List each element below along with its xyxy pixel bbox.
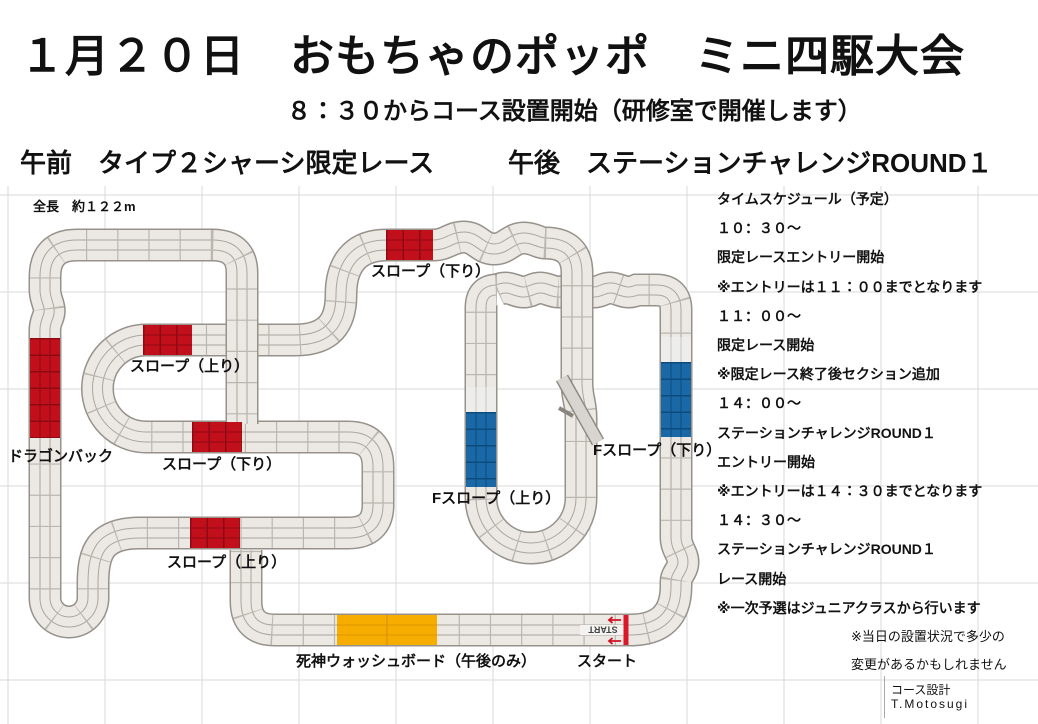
schedule-line: 限定レース開始 <box>717 337 815 353</box>
schedule-line: ステーションチャレンジROUND１ <box>717 541 936 558</box>
course-designer-box: コース設計 T.Motosugi <box>884 676 1035 718</box>
schedule-line: 限定レースエントリー開始 <box>717 249 885 266</box>
afternoon-race-label: 午後 ステーションチャレンジROUND１ <box>508 148 993 178</box>
track-label: 全長 約１２２m <box>33 199 136 214</box>
track-label: スタート <box>577 653 638 670</box>
course-designer-role: コース設計 <box>891 683 951 697</box>
morning-race-label: 午前 タイプ２シャーシ限定レース <box>20 148 435 178</box>
schedule-line: １４：００～ <box>717 395 801 412</box>
schedule-line: ※エントリーは１４：３０までとなります <box>717 483 983 499</box>
track-label: スロープ（下り） <box>371 263 491 280</box>
track-label: Fスロープ（上り） <box>432 490 561 507</box>
setup-change-note-line1: ※当日の設置状況で多少の <box>851 629 1005 644</box>
track-label: Fスロープ（下り） <box>593 442 722 459</box>
schedule-line: １１：００～ <box>717 307 801 324</box>
schedule-heading: タイムスケジュール（予定） <box>717 191 898 207</box>
lane-change-cross-section <box>559 378 598 442</box>
track-label: 死神ウォッシュボード（午後のみ） <box>296 653 537 670</box>
schedule-line: １４：３０～ <box>717 512 801 529</box>
track-label: スロープ（上り） <box>167 554 287 571</box>
setup-note: ８：３０からコース設置開始（研修室で開催します） <box>287 98 862 125</box>
schedule-line: ※限定レース終了後セクション追加 <box>717 366 940 383</box>
track-label: スロープ（上り） <box>130 358 250 375</box>
washboard-section <box>337 615 437 645</box>
schedule-line: エントリー開始 <box>717 453 815 470</box>
start-section: START <box>580 615 626 645</box>
track-label: ドラゴンバック <box>8 448 114 465</box>
course-designer-name: T.Motosugi <box>891 697 970 711</box>
schedule-line: レース開始 <box>717 570 787 587</box>
page-title: １月２０日 おもちゃのポッポ ミニ四駆大会 <box>20 32 965 81</box>
schedule-line: ステーションチャレンジROUND１ <box>717 424 936 441</box>
start-arrow-icon <box>607 616 621 624</box>
setup-change-note-line2: 変更があるかもしれません <box>851 657 1007 672</box>
schedule-line: １０：３０～ <box>717 220 801 237</box>
track-label: スロープ（下り） <box>162 456 282 473</box>
schedule-line: ※エントリーは１１：００までとなります <box>717 278 983 295</box>
start-banner-text: START <box>588 625 618 635</box>
start-arrow-icon <box>607 637 621 645</box>
schedule-line: ※一次予選はジュニアクラスから行います <box>717 599 981 616</box>
